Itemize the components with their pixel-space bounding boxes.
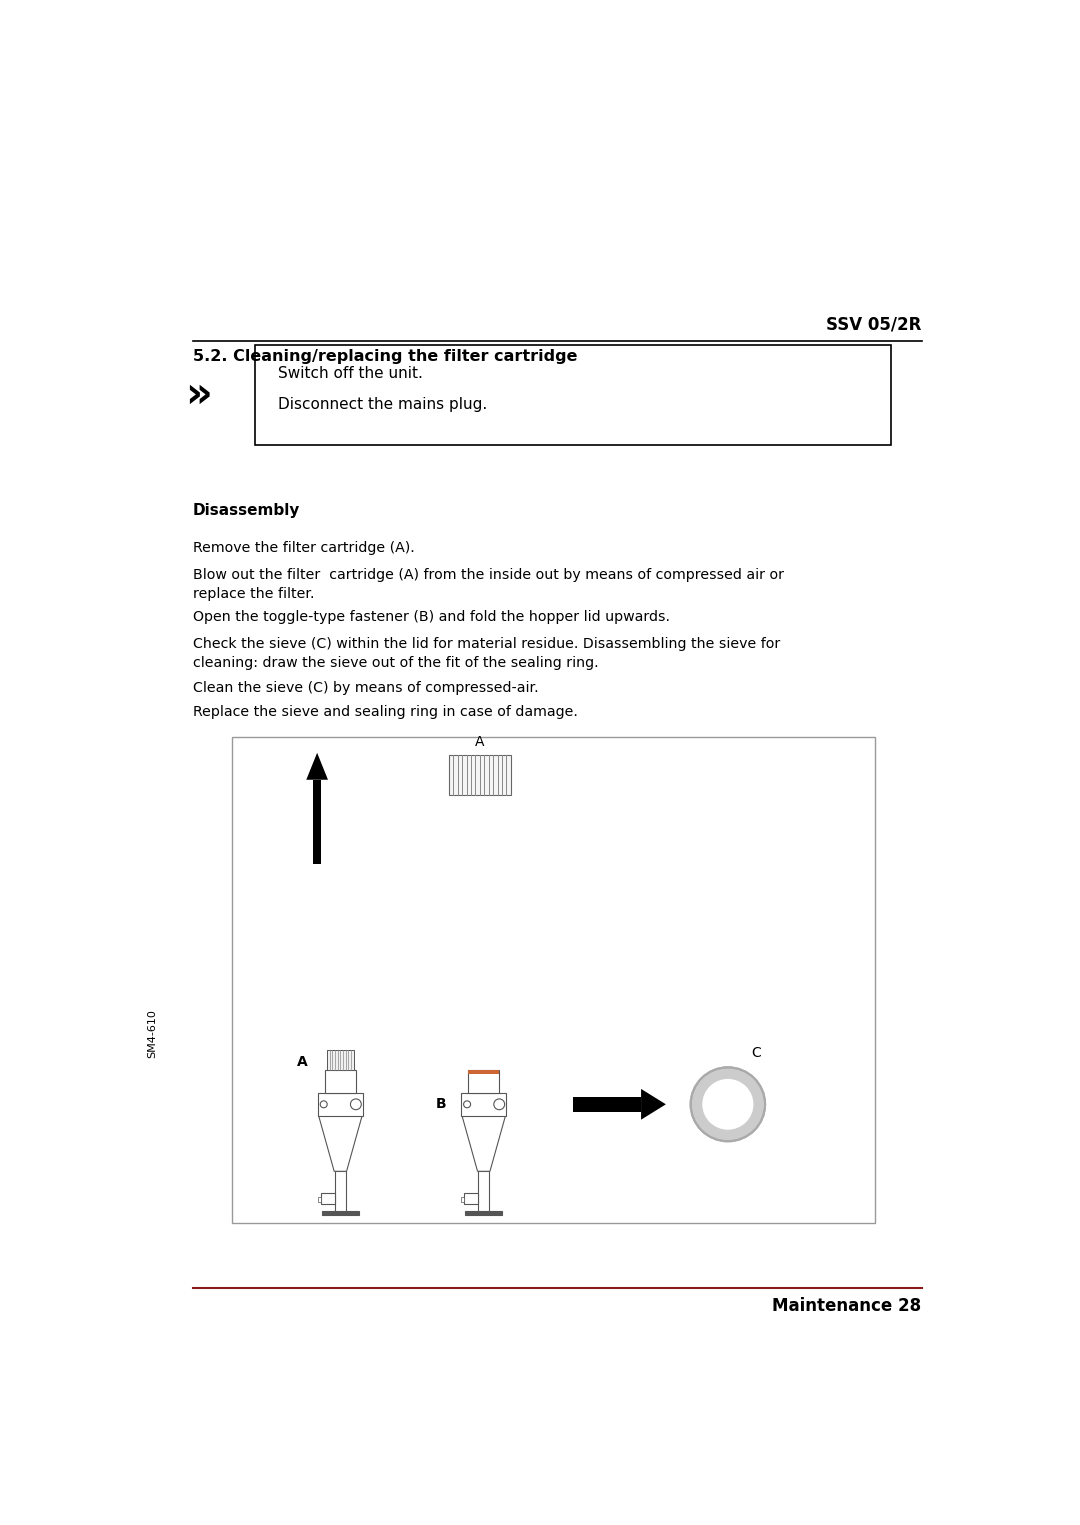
Text: Maintenance 28: Maintenance 28	[772, 1298, 921, 1315]
Text: 5.2. Cleaning/replacing the filter cartridge: 5.2. Cleaning/replacing the filter cartr…	[193, 349, 578, 364]
Bar	[464, 1193, 478, 1203]
Text: Disconnect the mains plug.: Disconnect the mains plug.	[279, 396, 488, 412]
Bar	[478, 1171, 489, 1211]
Bar	[318, 1093, 363, 1116]
Bar	[335, 1171, 346, 1211]
Polygon shape	[462, 1116, 505, 1171]
Circle shape	[702, 1078, 754, 1130]
Bar	[255, 345, 891, 445]
Text: SM4-610: SM4-610	[147, 1010, 157, 1058]
Bar	[461, 1197, 464, 1202]
Text: Blow out the filter  cartridge (A) from the inside out by means of compressed ai: Blow out the filter cartridge (A) from t…	[193, 567, 784, 601]
Polygon shape	[319, 1116, 362, 1171]
Bar	[325, 1069, 356, 1093]
Text: A: A	[297, 1055, 308, 1069]
Bar	[327, 1049, 353, 1069]
Circle shape	[463, 1101, 471, 1107]
Text: Replace the sieve and sealing ring in case of damage.: Replace the sieve and sealing ring in ca…	[193, 705, 578, 720]
Circle shape	[321, 1101, 327, 1107]
Bar	[321, 1193, 335, 1203]
Text: Check the sieve (C) within the lid for material residue. Disassembling the sieve: Check the sieve (C) within the lid for m…	[193, 637, 781, 671]
Bar	[313, 779, 321, 865]
Bar	[461, 1093, 507, 1116]
Bar	[469, 1069, 499, 1093]
Text: Switch off the unit.: Switch off the unit.	[279, 366, 423, 381]
Polygon shape	[642, 1089, 666, 1119]
Text: Clean the sieve (C) by means of compressed-air.: Clean the sieve (C) by means of compress…	[193, 682, 539, 695]
Text: Open the toggle-type fastener (B) and fold the hopper lid upwards.: Open the toggle-type fastener (B) and fo…	[193, 610, 670, 624]
Bar	[469, 1069, 499, 1074]
Bar	[572, 1096, 642, 1112]
Text: SSV 05/2R: SSV 05/2R	[826, 316, 921, 332]
Circle shape	[350, 1100, 362, 1110]
Text: C: C	[751, 1046, 761, 1060]
Bar	[465, 1211, 502, 1215]
Circle shape	[691, 1068, 765, 1141]
Text: A: A	[475, 735, 485, 749]
Circle shape	[494, 1100, 504, 1110]
Polygon shape	[307, 753, 328, 779]
Text: B: B	[436, 1098, 446, 1112]
Text: Remove the filter cartridge (A).: Remove the filter cartridge (A).	[193, 541, 415, 555]
Text: Disassembly: Disassembly	[193, 503, 300, 518]
Bar	[232, 738, 875, 1223]
Bar	[318, 1197, 321, 1202]
Bar	[449, 755, 511, 795]
Bar	[322, 1211, 359, 1215]
Text: »: »	[186, 374, 213, 416]
